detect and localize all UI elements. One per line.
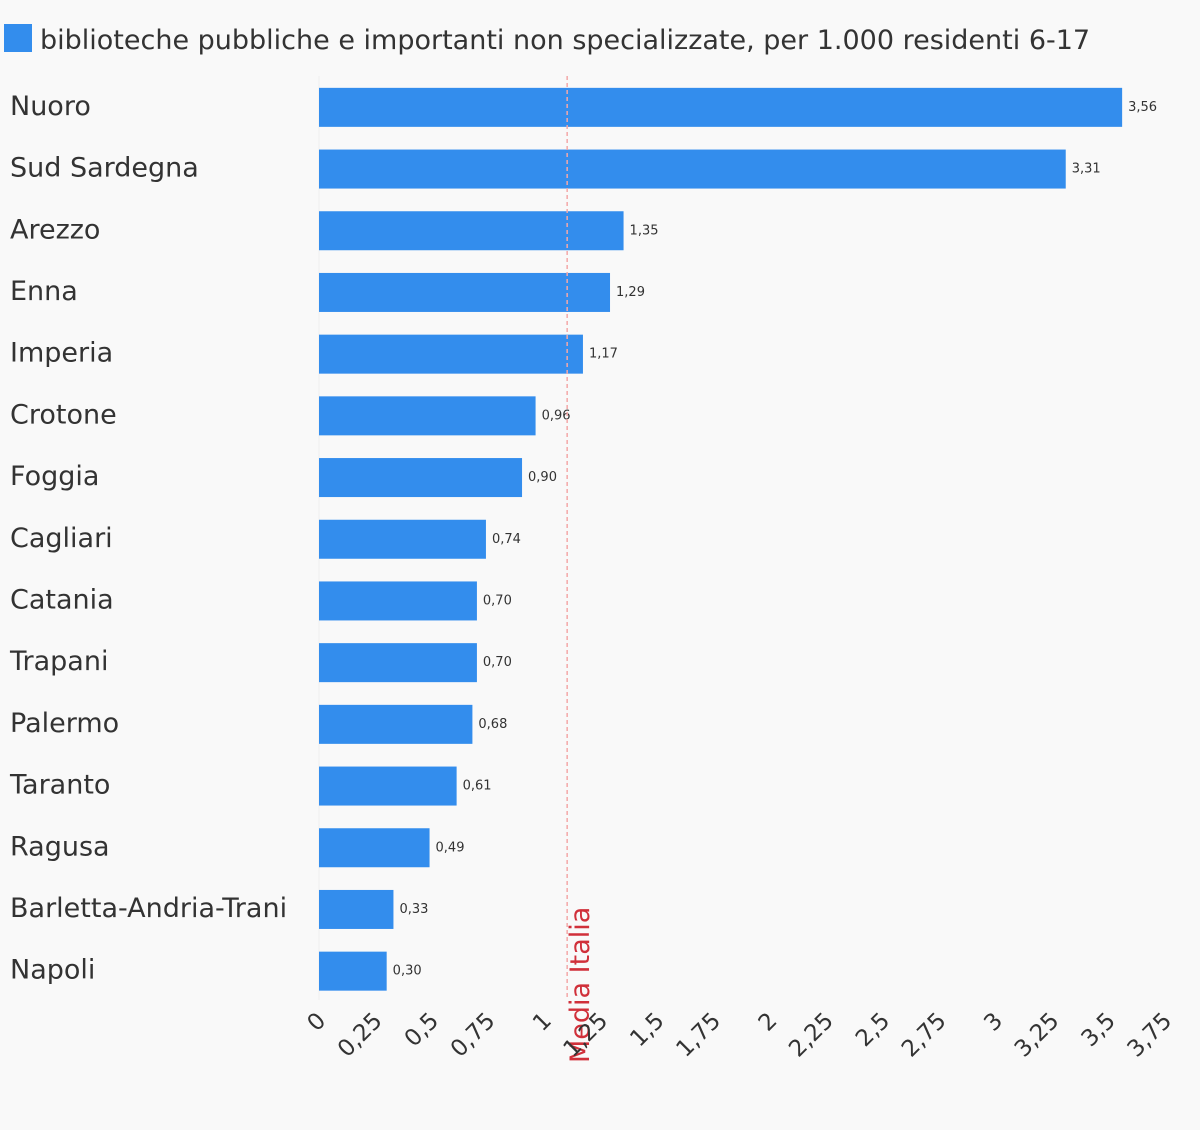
x-tick-label: 2,75 <box>897 1008 952 1063</box>
data-label: 0,74 <box>492 532 521 547</box>
category-label: Cagliari <box>10 523 113 554</box>
legend-swatch <box>4 24 32 52</box>
category-label: Ragusa <box>10 831 110 862</box>
bar <box>319 211 624 251</box>
category-label: Imperia <box>10 338 113 369</box>
bar <box>319 334 583 374</box>
data-label: 0,33 <box>399 902 428 917</box>
data-label: 1,35 <box>630 223 659 238</box>
data-label: 0,61 <box>463 779 492 794</box>
legend-label: biblioteche pubbliche e importanti non s… <box>40 25 1091 56</box>
data-label: 3,56 <box>1128 100 1157 115</box>
x-tick-label: 1 <box>528 1008 557 1037</box>
bar <box>319 396 536 436</box>
bar <box>319 828 430 868</box>
category-label: Taranto <box>9 770 110 801</box>
x-tick-label: 2,5 <box>851 1008 895 1052</box>
category-label: Nuoro <box>10 91 91 122</box>
bar <box>319 951 387 991</box>
bar <box>319 87 1123 127</box>
x-tick-label: 3,75 <box>1123 1008 1178 1063</box>
x-tick-label: 3,5 <box>1077 1008 1121 1052</box>
category-label: Crotone <box>10 399 117 430</box>
bar <box>319 889 394 929</box>
bar <box>319 272 611 312</box>
category-label: Arezzo <box>10 214 100 245</box>
x-tick-label: 2,25 <box>784 1008 839 1063</box>
data-label: 3,31 <box>1072 162 1101 177</box>
x-tick-label: 0 <box>303 1008 332 1037</box>
bar <box>319 149 1066 189</box>
data-label: 0,70 <box>483 655 512 670</box>
bar <box>319 643 477 683</box>
x-tick-label: 2 <box>754 1008 783 1037</box>
x-tick-label: 0,5 <box>400 1008 444 1052</box>
data-label: 0,49 <box>436 840 465 855</box>
category-label: Enna <box>10 276 78 307</box>
bar <box>319 458 523 498</box>
x-tick-label: 1,75 <box>671 1008 726 1063</box>
x-tick-label: 3 <box>979 1008 1008 1037</box>
data-label: 0,90 <box>528 470 557 485</box>
reference-line-label: Media Italia <box>565 907 596 1063</box>
x-tick-label: 0,25 <box>333 1008 388 1063</box>
category-label: Sud Sardegna <box>10 153 199 184</box>
data-label: 1,29 <box>616 285 645 300</box>
data-label: 0,68 <box>478 717 507 732</box>
bar <box>319 581 477 621</box>
data-label: 0,96 <box>542 408 571 423</box>
data-label: 0,30 <box>393 964 422 979</box>
category-label: Barletta-Andria-Trani <box>10 893 287 924</box>
bar <box>319 704 473 744</box>
x-tick-label: 0,75 <box>446 1008 501 1063</box>
category-label: Catania <box>10 584 114 615</box>
x-tick-label: 3,25 <box>1010 1008 1065 1063</box>
data-label: 1,17 <box>589 347 618 362</box>
category-label: Trapani <box>9 646 108 677</box>
bar <box>319 766 457 806</box>
category-label: Napoli <box>10 955 95 986</box>
x-tick-label: 1,5 <box>625 1008 669 1052</box>
bar <box>319 519 486 559</box>
category-label: Palermo <box>10 708 119 739</box>
data-label: 0,70 <box>483 593 512 608</box>
category-label: Foggia <box>10 461 99 492</box>
